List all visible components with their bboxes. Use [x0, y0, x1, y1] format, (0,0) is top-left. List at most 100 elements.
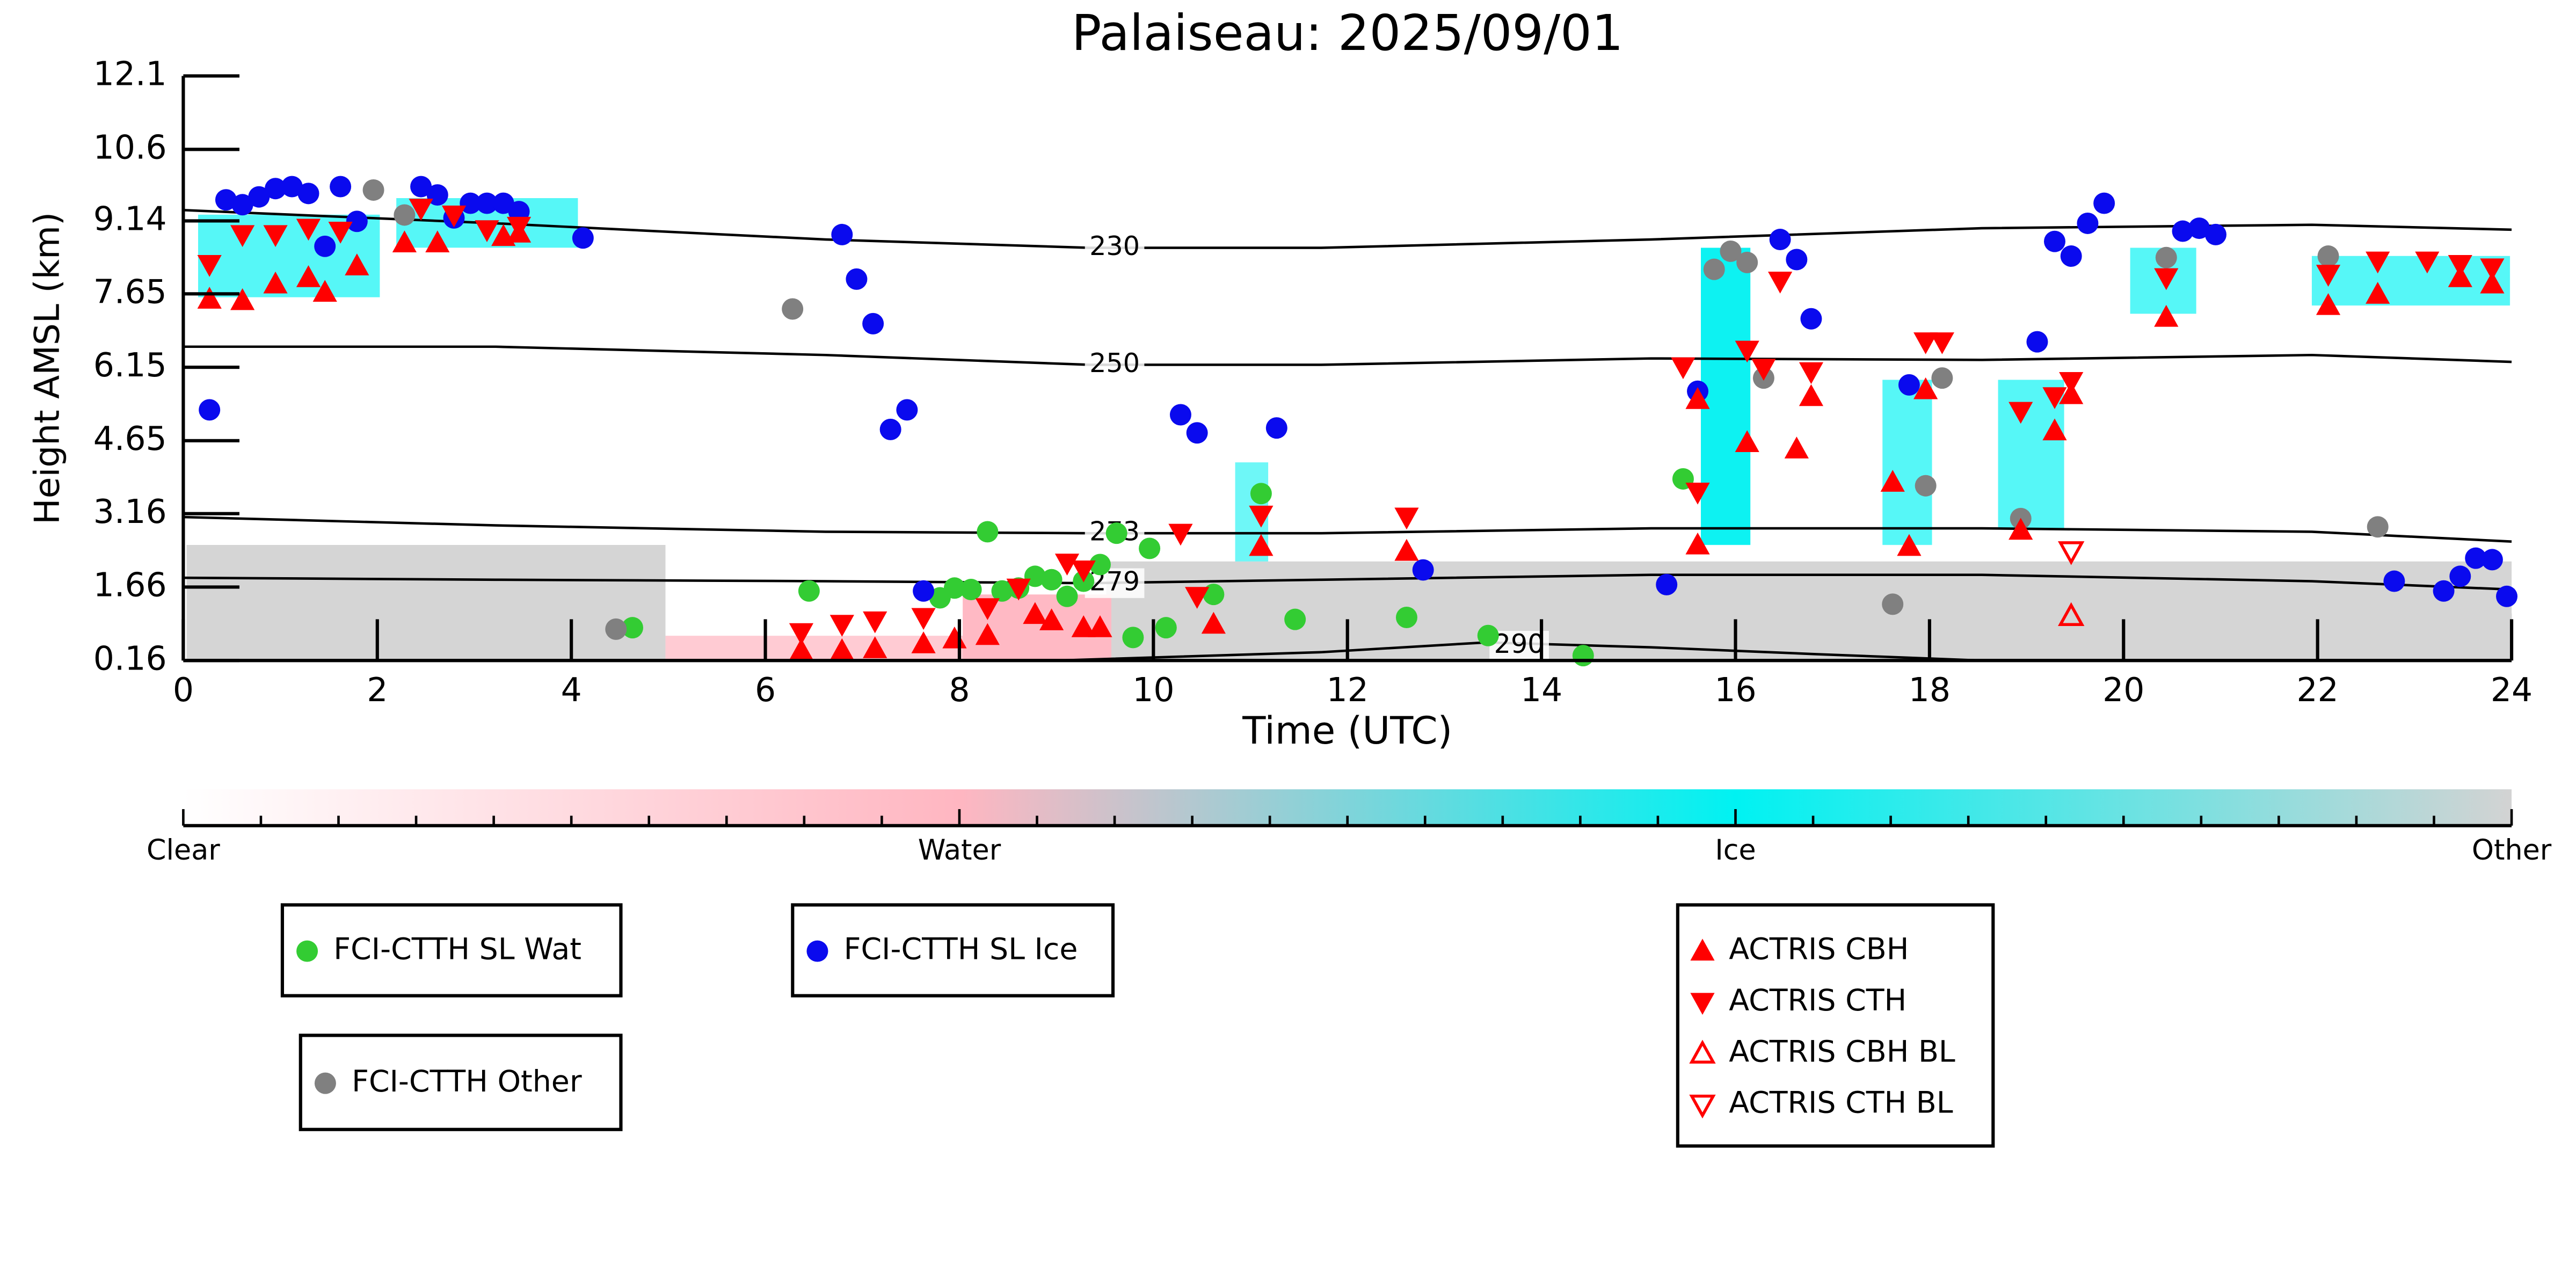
point	[1915, 475, 1937, 497]
mask-other	[186, 544, 666, 661]
point	[1024, 565, 1046, 587]
legend-marker	[1690, 938, 1715, 961]
point	[1089, 554, 1111, 576]
point	[425, 230, 450, 252]
legend-marker	[1689, 1039, 1716, 1064]
point	[2009, 518, 2033, 540]
isotherm	[183, 515, 2512, 543]
point	[2481, 549, 2503, 571]
point	[2433, 580, 2455, 602]
legend-label: ACTRIS CTH	[1729, 984, 1906, 1018]
point	[314, 235, 336, 257]
point	[1412, 559, 1434, 581]
colorbar-label: Other	[2472, 834, 2552, 867]
point	[2042, 418, 2067, 441]
y-tick-label: 0.16	[93, 639, 167, 678]
legend-box	[299, 1034, 623, 1131]
point	[441, 205, 467, 228]
legend-label: ACTRIS CBH BL	[1729, 1035, 1955, 1069]
point	[263, 225, 288, 248]
point	[1265, 417, 1287, 439]
y-tick-label: 7.65	[93, 272, 167, 311]
point	[231, 194, 253, 216]
x-axis-title: Time (UTC)	[1242, 708, 1452, 753]
point	[1735, 340, 1759, 363]
point	[789, 623, 814, 645]
point	[1898, 374, 1920, 396]
chart-title: Palaiseau: 2025/09/01	[1072, 4, 1624, 62]
point	[1735, 430, 1759, 453]
legend-box	[791, 903, 1115, 998]
point	[896, 399, 918, 421]
legend-label: ACTRIS CTH BL	[1729, 1086, 1953, 1120]
point	[2366, 282, 2390, 304]
point	[2058, 602, 2085, 627]
mask-ice	[1882, 380, 1932, 545]
colorbar-label: Water	[918, 834, 1001, 867]
point	[862, 312, 884, 334]
x-tick-label: 16	[1714, 671, 1756, 709]
point	[2188, 217, 2210, 239]
point	[1656, 573, 1678, 595]
point	[230, 288, 255, 310]
point	[879, 418, 901, 440]
point	[1913, 377, 1938, 399]
x-tick-label: 2	[367, 671, 388, 709]
legend: FCI-CTTH SL Wat FCI-CTTH SL Ice FCI-CTTH O…	[296, 933, 1955, 1120]
point	[991, 580, 1013, 602]
x-tick-label: 0	[173, 671, 194, 709]
point	[829, 615, 854, 637]
point	[1155, 617, 1177, 639]
point	[1186, 422, 1208, 444]
y-axis-title: Height AMSL (km)	[27, 212, 68, 525]
legend-label: FCI-CTTH Other	[352, 1065, 582, 1099]
point	[1768, 272, 1793, 294]
point	[2366, 251, 2390, 274]
point	[2093, 192, 2115, 214]
point	[911, 631, 936, 653]
point	[1250, 483, 1272, 505]
point	[1139, 537, 1161, 559]
point	[265, 178, 287, 200]
point	[1751, 359, 1776, 381]
y-tick-label: 1.66	[93, 566, 167, 605]
isotherm	[183, 345, 2512, 366]
colorbar-label: Ice	[1715, 834, 1756, 867]
point	[312, 280, 337, 302]
colorbar-label: Clear	[147, 834, 220, 867]
legend-marker	[1689, 1094, 1716, 1119]
contours: 230250273279290	[183, 209, 2512, 662]
legend-label: FCI-CTTH SL Ice	[844, 933, 1078, 967]
point	[2316, 293, 2341, 315]
point	[2415, 251, 2440, 274]
point	[1056, 585, 1078, 607]
point	[230, 225, 255, 248]
legend-label: ACTRIS CBH	[1729, 933, 1909, 967]
point	[960, 579, 982, 601]
point	[1736, 251, 1758, 273]
isotherm-label-bg	[1085, 350, 1145, 380]
mask-ice	[2311, 256, 2510, 305]
point	[1284, 608, 1306, 630]
point	[1088, 615, 1112, 637]
point	[2465, 547, 2487, 569]
x-tick-label: 18	[1909, 671, 1951, 709]
point	[831, 223, 853, 245]
point	[2383, 570, 2405, 592]
mask-water	[665, 636, 963, 661]
point	[297, 183, 319, 205]
point	[1168, 523, 1193, 546]
point	[2367, 516, 2389, 538]
legend-box	[1676, 903, 1995, 1148]
point	[975, 598, 1000, 620]
point	[782, 298, 804, 320]
x-tick-label: 6	[755, 671, 776, 709]
point	[1185, 587, 1210, 609]
point	[2060, 245, 2082, 267]
point	[2496, 585, 2518, 607]
x-tick-label: 24	[2491, 671, 2533, 709]
point	[1799, 384, 1824, 406]
point	[911, 608, 936, 630]
legend-marker	[1690, 993, 1715, 1015]
